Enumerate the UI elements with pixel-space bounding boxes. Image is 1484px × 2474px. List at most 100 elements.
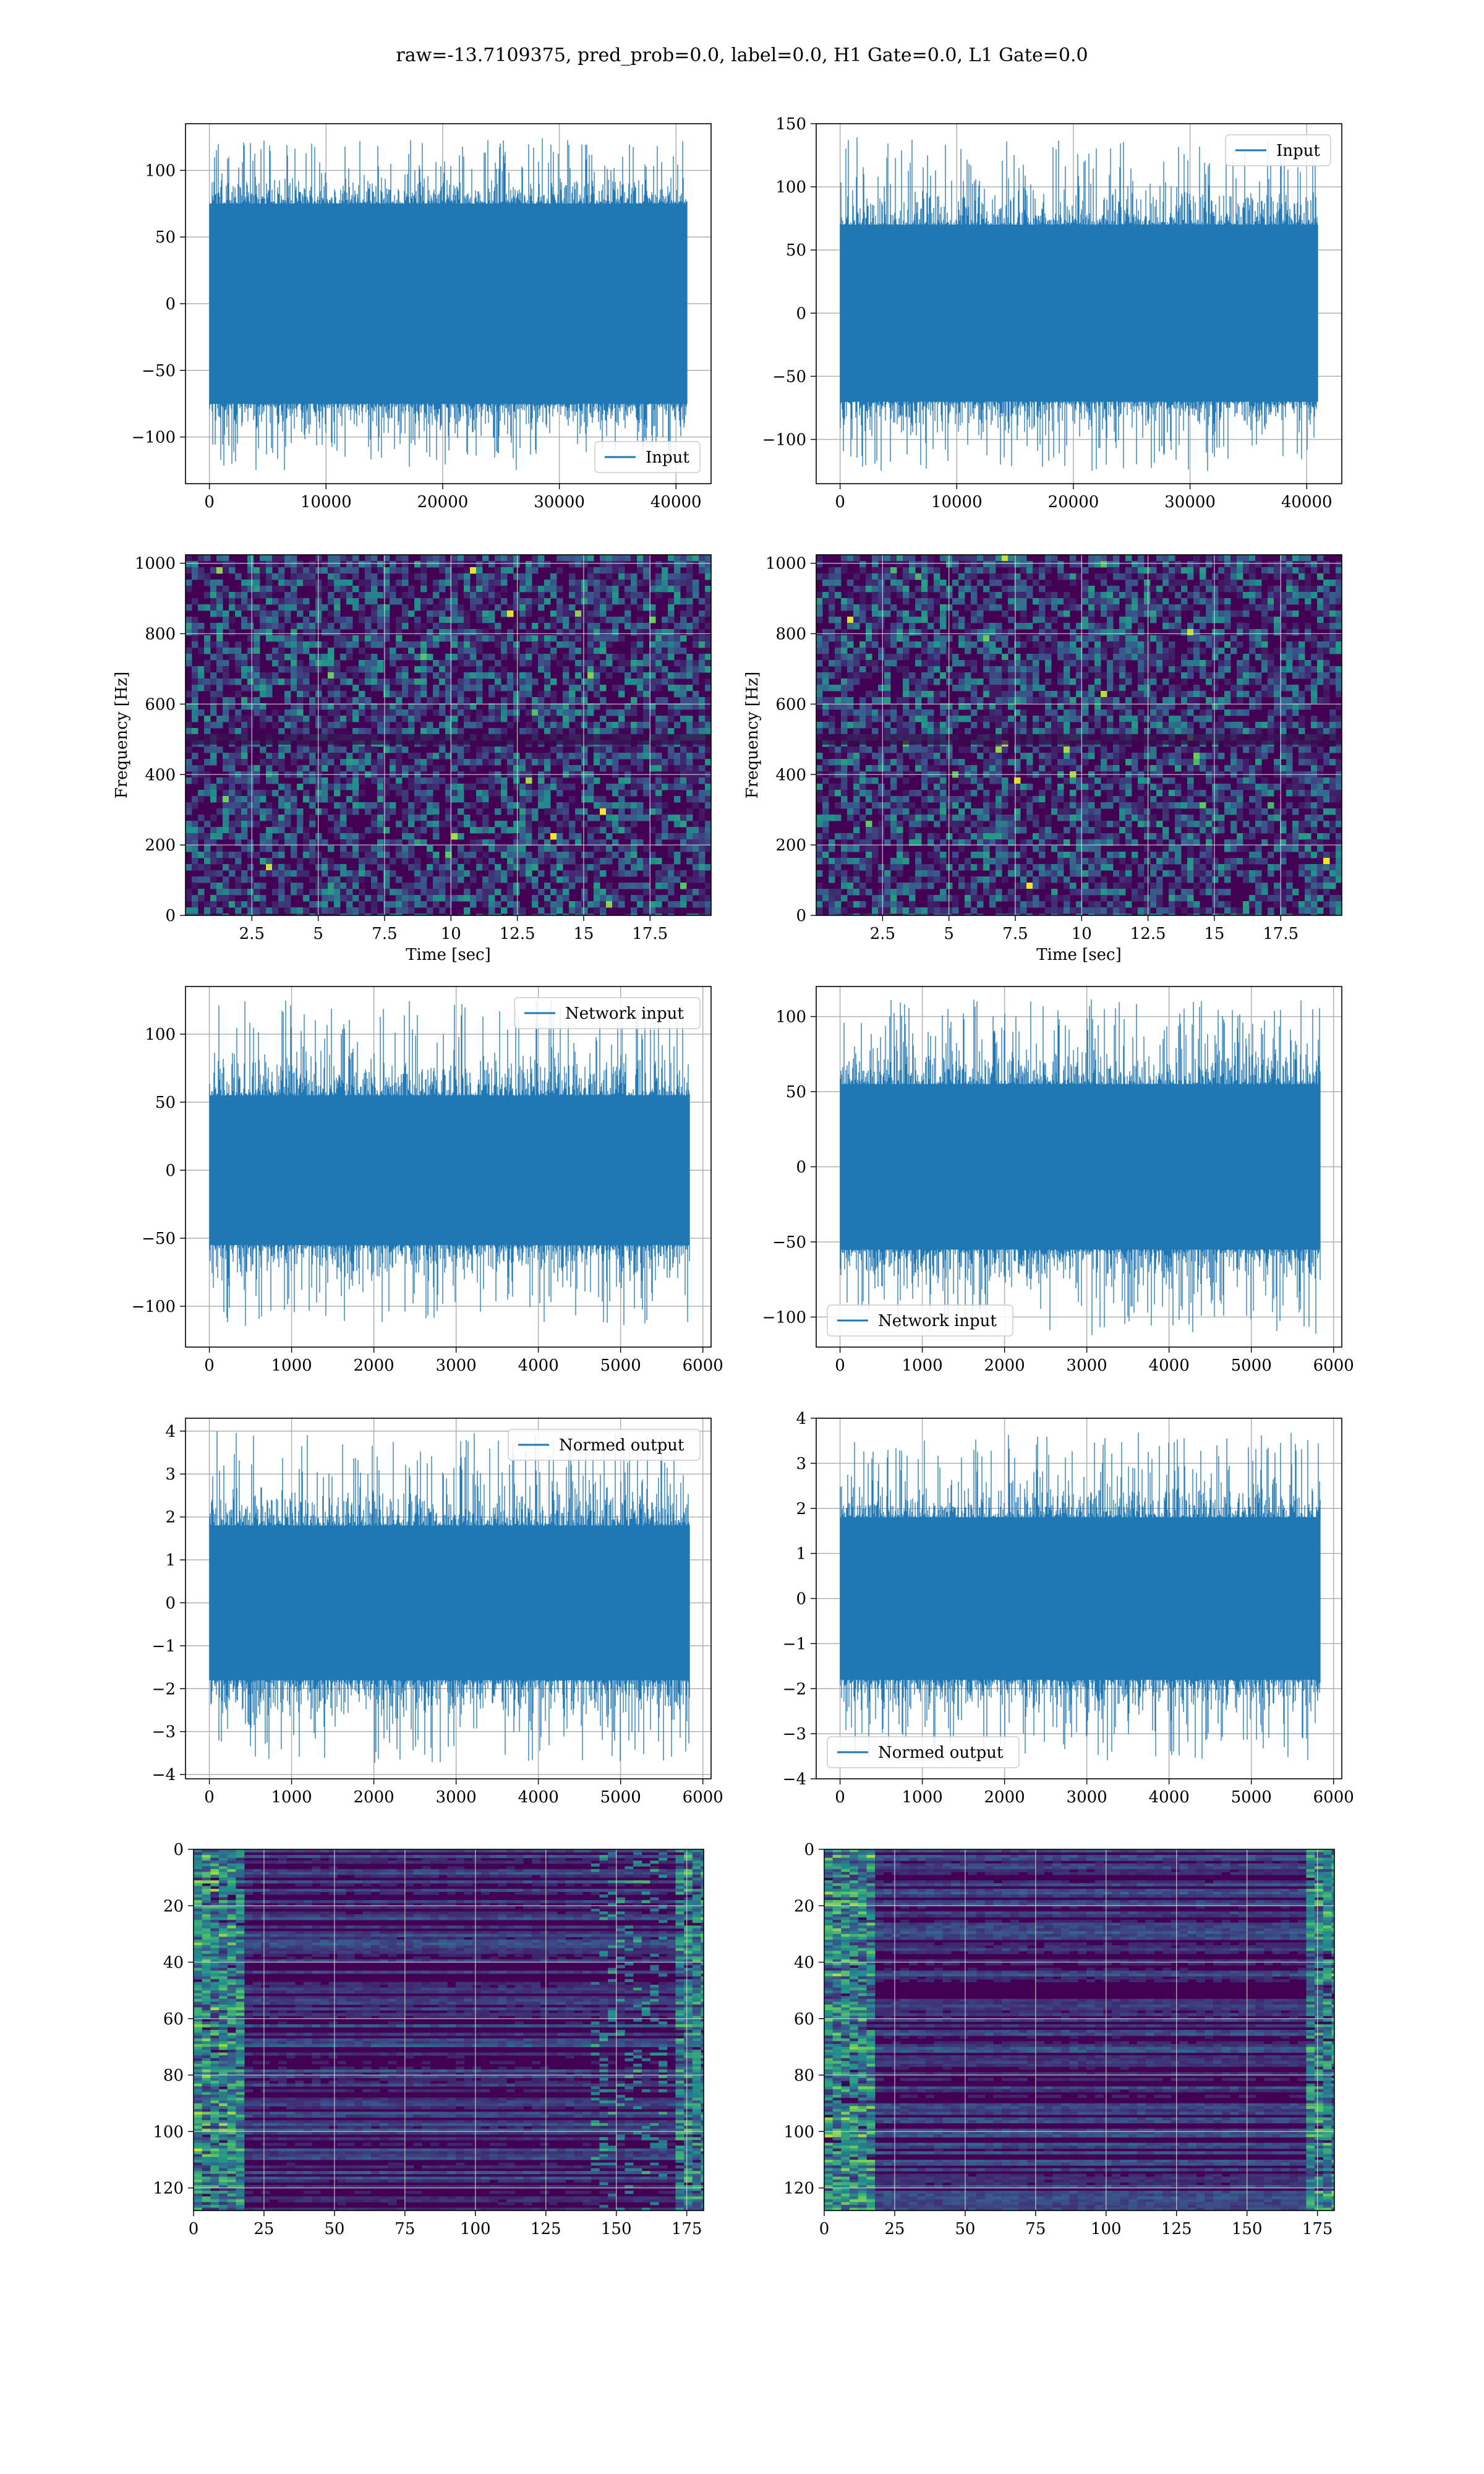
heat-cell — [996, 703, 1002, 710]
heat-cell — [538, 827, 545, 834]
heat-cell — [501, 703, 508, 710]
heat-cell — [260, 833, 267, 840]
heat-cell — [278, 802, 285, 809]
heat-cell — [903, 666, 910, 673]
heat-cell — [649, 654, 656, 661]
heat-cell — [340, 580, 347, 586]
heat-cell — [1132, 592, 1138, 599]
heat-cell — [322, 641, 328, 648]
heat-cell — [192, 635, 198, 642]
heat-cell — [569, 691, 576, 698]
x-tick-label: 20000 — [1048, 493, 1099, 511]
heat-cell — [1268, 678, 1274, 685]
heat-cell — [1187, 629, 1194, 636]
heat-cell — [903, 722, 910, 729]
heat-cell — [272, 901, 279, 908]
heat-cell — [309, 654, 316, 661]
heat-cell — [216, 858, 223, 865]
heat-cell — [1200, 567, 1206, 574]
heat-cell — [606, 747, 613, 753]
heat-cell — [921, 648, 928, 654]
heat-cell — [352, 555, 359, 562]
plot-area — [186, 555, 711, 915]
heat-cell — [390, 728, 396, 735]
heat-cell — [1125, 580, 1132, 586]
heat-cell — [1119, 635, 1126, 642]
heat-cell — [519, 839, 526, 846]
heat-cell — [1156, 685, 1163, 691]
heat-cell — [705, 907, 711, 914]
heat-cell — [668, 678, 675, 685]
heat-cell — [1014, 678, 1021, 685]
heat-cell — [284, 796, 291, 803]
heat-cell — [637, 660, 644, 667]
heat-cell — [1206, 610, 1213, 617]
heat-cell — [1008, 592, 1015, 599]
heat-cell — [563, 623, 569, 630]
heat-cell — [1002, 722, 1009, 729]
heat-cell — [1280, 728, 1287, 735]
heat-cell — [303, 728, 310, 735]
heat-cell — [198, 555, 205, 562]
heat-cell — [680, 635, 687, 642]
heat-cell — [1224, 722, 1231, 729]
heat-cell — [476, 648, 483, 654]
heat-cell — [693, 839, 699, 846]
heat-cell — [297, 821, 304, 828]
heat-cell — [1261, 604, 1268, 611]
heat-cell — [439, 567, 446, 574]
heat-cell — [1298, 672, 1305, 679]
heat-cell — [965, 648, 971, 654]
heat-cell — [544, 623, 551, 630]
heat-cell — [204, 685, 211, 691]
heat-cell — [631, 808, 638, 815]
heat-cell — [1026, 685, 1033, 691]
heat-cell — [890, 654, 897, 661]
heat-cell — [1193, 641, 1200, 648]
heat-cell — [1298, 641, 1305, 648]
heat-cell — [1138, 666, 1145, 673]
heat-cell — [260, 592, 267, 599]
heat-cell — [1218, 660, 1225, 667]
heat-cell — [686, 728, 693, 735]
heat-cell — [291, 567, 297, 574]
heat-cell — [587, 728, 594, 735]
heat-cell — [1292, 567, 1299, 574]
heat-cell — [186, 629, 192, 636]
heat-cell — [495, 703, 501, 710]
x-tick-label: 30000 — [1164, 493, 1216, 511]
heat-cell — [829, 592, 835, 599]
heat-cell — [563, 845, 569, 852]
heat-cell — [897, 629, 903, 636]
heat-cell — [1274, 672, 1281, 679]
heat-cell — [934, 660, 940, 667]
heat-cell — [1268, 685, 1274, 691]
heat-cell — [1212, 604, 1219, 611]
heat-cell — [1212, 703, 1219, 710]
heat-cell — [334, 784, 341, 790]
heat-cell — [587, 685, 594, 691]
heat-cell — [192, 802, 198, 809]
heat-cell — [241, 821, 248, 828]
heat-cell — [1051, 617, 1058, 623]
heat-cell — [1292, 709, 1299, 716]
heat-cell — [581, 555, 588, 562]
heat-cell — [198, 833, 205, 840]
heat-cell — [322, 617, 328, 623]
heat-cell — [1125, 709, 1132, 716]
heat-cell — [835, 728, 842, 735]
heat-cell — [649, 914, 656, 915]
heat-cell — [594, 839, 600, 846]
heat-cell — [1064, 610, 1070, 617]
heat-cell — [247, 722, 254, 729]
heat-cell — [556, 833, 563, 840]
heat-cell — [532, 815, 539, 821]
heat-cell — [1132, 648, 1138, 654]
heat-cell — [254, 703, 260, 710]
heat-cell — [693, 821, 699, 828]
heat-cell — [897, 722, 903, 729]
heat-cell — [921, 604, 928, 611]
heat-cell — [278, 759, 285, 766]
heat-cell — [884, 629, 891, 636]
heat-cell — [1156, 654, 1163, 661]
